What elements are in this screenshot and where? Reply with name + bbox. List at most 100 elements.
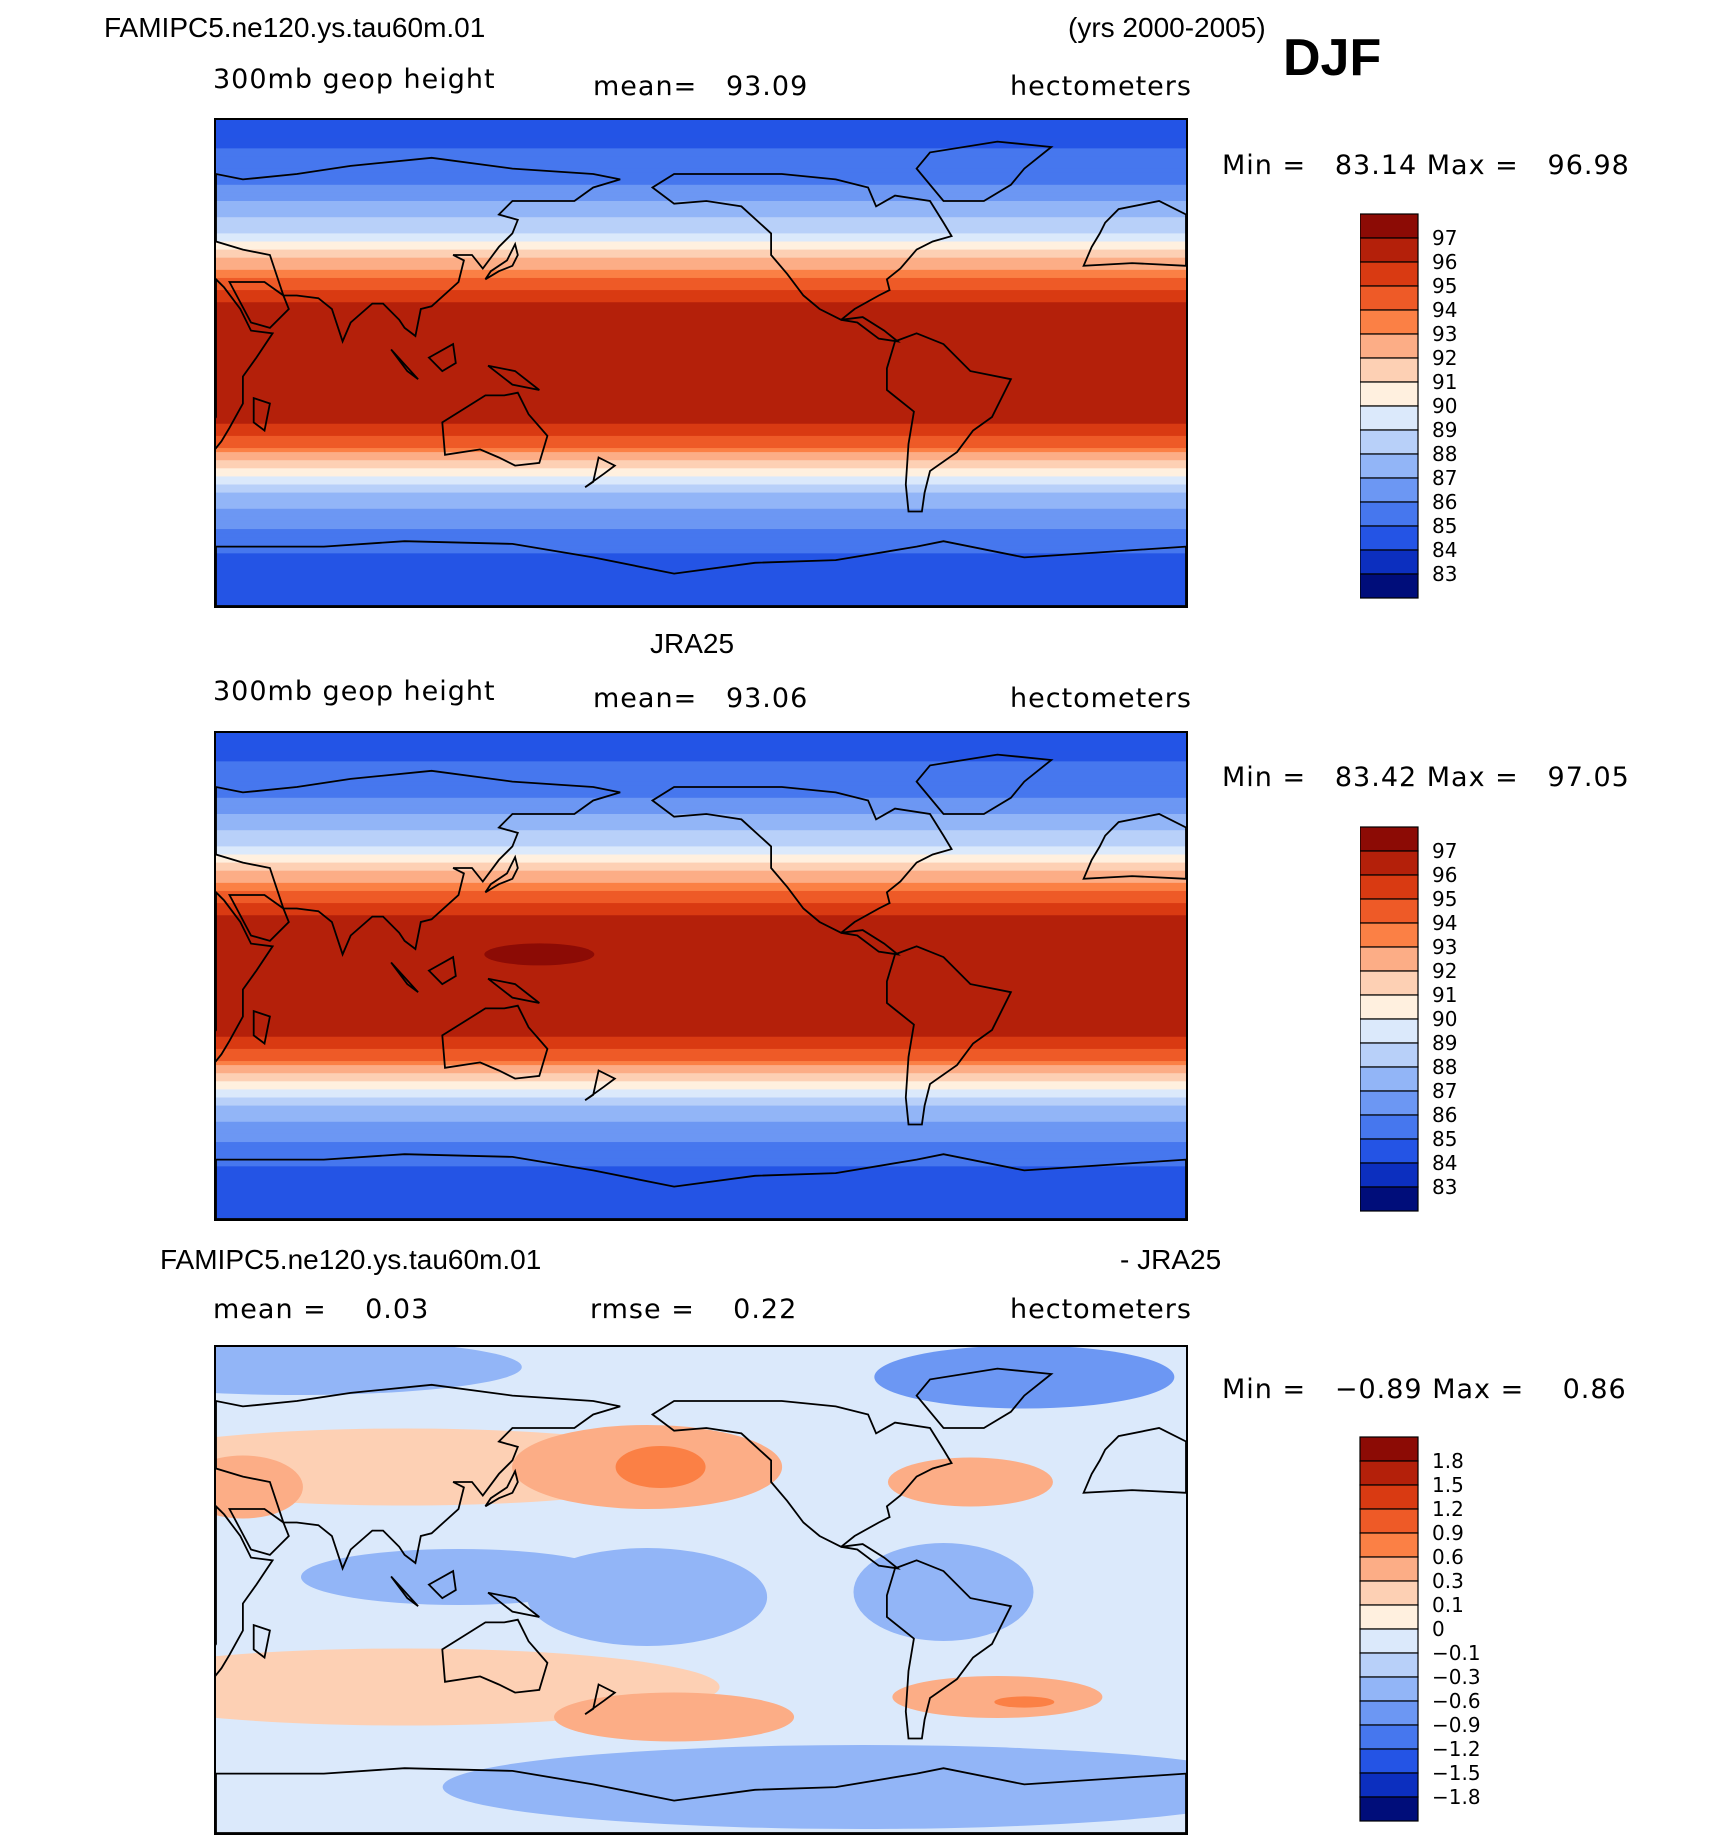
- colorbar-swatch: [1359, 333, 1419, 359]
- field-band: [216, 577, 1186, 583]
- field-band: [216, 1194, 1186, 1200]
- field-anomaly-blob: [615, 1446, 706, 1488]
- field-band: [216, 1065, 1186, 1071]
- colorbar-tick-label: −1.5: [1432, 1761, 1481, 1785]
- coastline: [216, 278, 275, 450]
- field-band: [216, 269, 1186, 275]
- field-band: [216, 180, 1186, 186]
- colorbar-tick-label: 91: [1432, 370, 1457, 394]
- colorbar-tick-label: 0.3: [1432, 1569, 1464, 1593]
- coastline: [427, 955, 457, 986]
- colorbar-swatch: [1359, 261, 1419, 287]
- colorbar-swatch: [1359, 1772, 1419, 1798]
- colorbar-swatch: [1359, 1508, 1419, 1534]
- coastline: [650, 786, 953, 934]
- colorbar-tick-label: 1.8: [1432, 1449, 1464, 1473]
- field-band: [216, 809, 1186, 815]
- panel2-title: JRA25: [650, 628, 735, 659]
- panel2-minmax: Min = 83.42 Max = 97.05: [1222, 762, 1630, 793]
- field-band: [216, 601, 1186, 606]
- panel1-max-label: Max =: [1426, 150, 1519, 181]
- colorbar-tick-label: 93: [1432, 322, 1457, 346]
- colorbar-tick-label: 88: [1432, 442, 1457, 466]
- coastline: [1082, 813, 1186, 880]
- colorbar-tick-label: 0.1: [1432, 1593, 1464, 1617]
- field-band: [216, 233, 1186, 239]
- colorbar-swatch: [1359, 850, 1419, 876]
- panel3-title-right: - JRA25: [1120, 1244, 1222, 1275]
- field-band: [216, 895, 1186, 901]
- colorbar-swatch: [1359, 1114, 1419, 1140]
- field-band: [216, 136, 1186, 142]
- field-band: [216, 484, 1186, 490]
- colorbar-swatch: [1359, 1556, 1419, 1582]
- colorbar-swatch: [1359, 501, 1419, 527]
- panel1-units: hectometers: [1010, 71, 1192, 102]
- field-band: [216, 822, 1186, 828]
- field-band: [216, 862, 1186, 868]
- colorbar-swatch: [1359, 1162, 1419, 1188]
- coastline: [390, 1575, 419, 1607]
- colorbar-tick-label: −1.2: [1432, 1737, 1481, 1761]
- field-band: [216, 1150, 1186, 1156]
- colorbar-tick-label: 85: [1432, 514, 1457, 538]
- field-band: [216, 330, 1186, 336]
- colorbar-swatch: [1359, 477, 1419, 503]
- field-band: [216, 525, 1186, 531]
- field-band: [216, 1109, 1186, 1115]
- field-anomaly-blob: [892, 1676, 1103, 1718]
- field-band: [216, 237, 1186, 243]
- field-band: [216, 749, 1186, 755]
- field-band: [216, 581, 1186, 587]
- field-band: [216, 282, 1186, 288]
- field-band: [216, 1129, 1186, 1135]
- field-band: [216, 801, 1186, 807]
- field-band: [216, 1154, 1186, 1160]
- years-label: (yrs 2000-2005): [1068, 12, 1266, 43]
- field-band: [216, 1138, 1186, 1144]
- field-band: [216, 1016, 1186, 1022]
- field-band: [216, 992, 1186, 998]
- colorbar-swatch: [1359, 898, 1419, 924]
- coastline: [840, 316, 901, 343]
- field-band: [216, 354, 1186, 360]
- colorbar-swatch: [1359, 1090, 1419, 1116]
- colorbar-swatch: [1359, 1186, 1419, 1212]
- colorbar-tick-label: 88: [1432, 1055, 1457, 1079]
- coastline: [441, 391, 549, 467]
- field-band: [216, 286, 1186, 292]
- field-band: [216, 188, 1186, 194]
- colorbar-tick-label: 86: [1432, 1103, 1457, 1127]
- colorbar-tick-label: 0.6: [1432, 1545, 1464, 1569]
- field-band: [216, 1174, 1186, 1180]
- field-band: [216, 387, 1186, 393]
- coastline: [216, 156, 621, 344]
- panel3-map: [214, 1345, 1188, 1835]
- coastline: [441, 1004, 549, 1080]
- colorbar-swatch: [1359, 994, 1419, 1020]
- field-band: [216, 504, 1186, 510]
- field-band: [216, 761, 1186, 767]
- colorbar-tick-label: 93: [1432, 935, 1457, 959]
- field-band: [216, 516, 1186, 522]
- field-band: [216, 302, 1186, 308]
- field-band: [216, 1069, 1186, 1075]
- panel3-max-label: Max =: [1432, 1374, 1525, 1405]
- field-band: [216, 241, 1186, 247]
- panel3-mean-value: 0.03: [365, 1294, 430, 1325]
- coastline: [487, 1591, 540, 1618]
- panel2-colorbar: 97 96 95 94 93 92 91 90 89 88 87 86 85 84 83: [1359, 825, 1520, 1220]
- field-band: [216, 988, 1186, 994]
- panel1-minmax: Min = 83.14 Max = 96.98: [1222, 150, 1630, 181]
- colorbar-tick-label: 94: [1432, 911, 1457, 935]
- field-band: [216, 379, 1186, 385]
- colorbar-tick-label: 84: [1432, 1151, 1457, 1175]
- field-band: [216, 225, 1186, 231]
- colorbar-tick-label: 96: [1432, 250, 1457, 274]
- field-band: [216, 1040, 1186, 1046]
- field-band: [216, 249, 1186, 255]
- field-band: [216, 431, 1186, 437]
- coastline: [484, 1468, 519, 1508]
- colorbar-tick-label: 89: [1432, 418, 1457, 442]
- field-band: [216, 1214, 1186, 1219]
